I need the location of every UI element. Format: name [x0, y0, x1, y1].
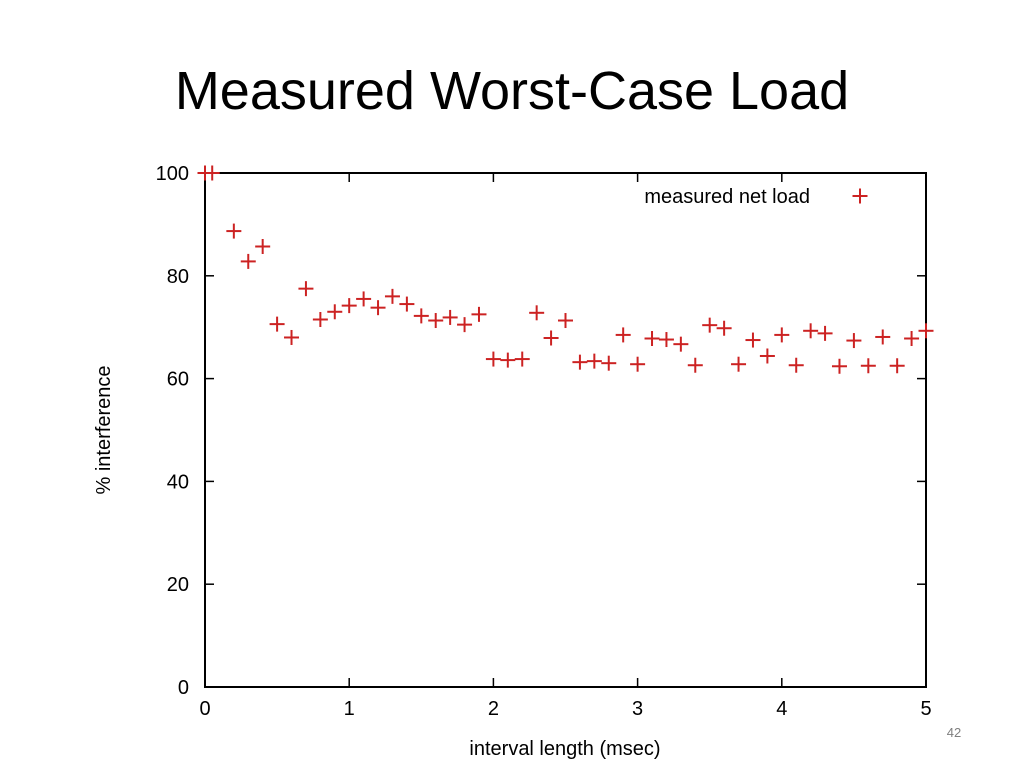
data-point	[370, 300, 386, 316]
data-point	[759, 348, 775, 364]
data-point	[788, 357, 804, 373]
plot-frame	[204, 172, 927, 688]
data-point	[384, 288, 400, 304]
data-point	[442, 309, 458, 325]
data-point	[543, 330, 559, 346]
data-point	[356, 291, 372, 307]
data-point	[529, 305, 545, 321]
legend-plus-marker	[852, 188, 868, 204]
x-tick-label: 2	[488, 698, 499, 720]
data-point	[817, 325, 833, 341]
y-tick-label: 80	[167, 266, 189, 288]
data-point	[875, 329, 891, 345]
x-tick-label: 5	[920, 698, 931, 720]
x-axis-ticks: 0 1 2 3 4 5	[199, 173, 932, 720]
data-point	[572, 354, 588, 370]
y-axis-label: % interference	[93, 366, 115, 495]
x-axis-label: interval length (msec)	[469, 738, 660, 760]
data-point	[500, 352, 516, 368]
data-point	[918, 323, 934, 339]
data-point	[745, 332, 761, 348]
y-tick-label: 40	[167, 471, 189, 493]
data-point	[658, 332, 674, 348]
x-tick-label: 4	[776, 698, 787, 720]
data-point	[240, 253, 256, 269]
data-point	[846, 333, 862, 349]
page-number: 42	[946, 725, 962, 740]
data-point	[514, 351, 530, 367]
data-point	[644, 331, 660, 347]
data-point	[586, 353, 602, 369]
data-point	[687, 357, 703, 373]
data-point	[904, 331, 920, 347]
data-point	[860, 358, 876, 374]
legend-label: measured net load	[644, 186, 810, 208]
data-point	[269, 316, 285, 332]
data-point	[413, 308, 429, 324]
data-point	[327, 304, 343, 320]
x-tick-label: 0	[199, 698, 210, 720]
legend: measured net load	[644, 186, 868, 208]
y-tick-label: 0	[178, 677, 189, 699]
data-point	[731, 356, 747, 372]
data-point	[615, 327, 631, 343]
data-point	[298, 281, 314, 297]
data-point	[399, 296, 415, 312]
data-point	[485, 351, 501, 367]
x-tick-label: 3	[632, 698, 643, 720]
data-point	[673, 336, 689, 352]
legend-marker	[852, 188, 868, 204]
data-points	[197, 165, 934, 374]
data-point	[774, 327, 790, 343]
data-point	[601, 355, 617, 371]
data-point	[457, 317, 473, 333]
slide-title: Measured Worst-Case Load	[174, 61, 850, 121]
y-axis-ticks: 0 20 40 60 80 100	[156, 163, 926, 699]
data-point	[558, 313, 573, 329]
data-point	[226, 223, 242, 239]
data-point	[702, 317, 718, 333]
data-point	[204, 165, 220, 181]
data-point	[284, 329, 300, 345]
data-point	[716, 320, 732, 336]
data-point	[341, 298, 357, 314]
data-point	[255, 239, 271, 255]
data-point	[803, 323, 819, 339]
y-tick-label: 20	[167, 574, 189, 596]
y-tick-label: 60	[167, 369, 189, 391]
data-point	[630, 356, 646, 372]
x-tick-label: 1	[344, 698, 355, 720]
data-point	[831, 358, 847, 374]
data-point	[428, 313, 444, 329]
data-point	[471, 306, 487, 322]
y-tick-label: 100	[156, 163, 189, 185]
data-point	[889, 358, 905, 374]
data-point	[312, 311, 328, 327]
